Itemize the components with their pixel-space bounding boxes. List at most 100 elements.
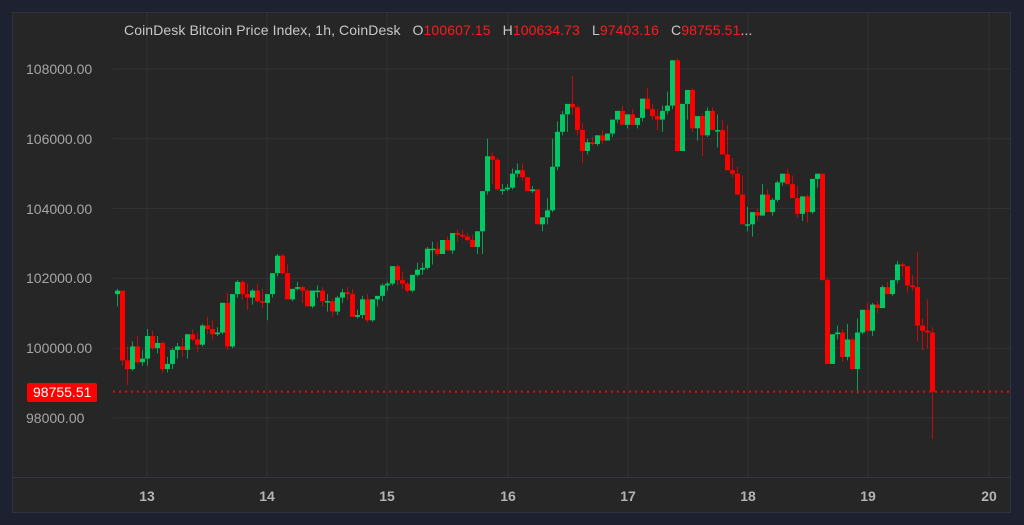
high-label: H (502, 22, 513, 38)
candle-down (470, 240, 475, 247)
candle-up (200, 325, 205, 345)
candle-down (350, 294, 355, 317)
candle-down (785, 173, 790, 185)
candle-up (775, 182, 780, 200)
candle-up (530, 189, 535, 192)
candle-down (875, 304, 880, 309)
candle-down (740, 194, 745, 225)
candle-up (745, 224, 750, 226)
low-value: 97403.16 (599, 22, 660, 38)
candle-up (680, 103, 685, 152)
candle-up (540, 217, 545, 225)
candle-down (730, 170, 735, 174)
candle-down (790, 184, 795, 199)
candle-down (805, 196, 810, 213)
y-tick-100000: 100000.00 (26, 340, 93, 356)
candle-up (770, 199, 775, 213)
y-tick-102000: 102000.00 (26, 270, 93, 286)
candle-up (310, 290, 315, 307)
candle-up (170, 349, 175, 364)
candle-up (640, 98, 645, 118)
x-tick-20: 20 (981, 488, 997, 504)
candle-down (755, 212, 760, 216)
candle-up (780, 173, 785, 183)
candle-up (360, 299, 365, 316)
candle-up (760, 194, 765, 216)
candle-up (505, 187, 510, 190)
candle-down (245, 294, 250, 298)
candle-down (465, 236, 470, 241)
candle-up (425, 248, 430, 268)
candle-down (570, 103, 575, 108)
x-tick-18: 18 (740, 488, 756, 504)
candle-down (225, 302, 230, 347)
legend-ellipsis: ... (740, 22, 753, 38)
high-value: 100634.73 (512, 22, 580, 38)
candle-down (650, 109, 655, 117)
candle-down (525, 177, 530, 192)
candle-down (865, 309, 870, 331)
candle-up (450, 233, 455, 251)
candle-up (185, 334, 190, 350)
low-label: L (591, 22, 600, 38)
candle-up (475, 231, 480, 247)
candle-up (870, 304, 875, 331)
candle-up (695, 116, 700, 129)
candle-up (635, 117, 640, 125)
candle-up (715, 130, 720, 132)
candle-up (335, 297, 340, 312)
candle-down (280, 255, 285, 274)
last-price-label: 98755.51 (27, 383, 98, 402)
candle-up (835, 332, 840, 335)
candle-up (420, 267, 425, 270)
candle-down (930, 332, 935, 392)
candle-up (545, 210, 550, 218)
candle-up (270, 273, 275, 295)
candle-down (210, 329, 215, 335)
candle-down (320, 290, 325, 302)
candle-down (300, 287, 305, 291)
x-tick-19: 19 (860, 488, 876, 504)
candle-up (855, 332, 860, 370)
candle-up (515, 170, 520, 174)
candle-up (355, 315, 360, 317)
candle-down (195, 339, 200, 345)
series-title: CoinDesk Bitcoin Price Index, 1h, CoinDe… (124, 22, 401, 38)
candle-up (610, 119, 615, 134)
candle-up (340, 292, 345, 298)
candle-up (665, 105, 670, 111)
chart-legend: CoinDesk Bitcoin Price Index, 1h, CoinDe… (124, 22, 752, 38)
candle-down (655, 116, 660, 120)
candle-down (240, 281, 245, 295)
candle-down (795, 198, 800, 214)
candle-up (890, 280, 895, 295)
candle-up (325, 301, 330, 303)
candle-down (260, 301, 265, 303)
candle-up (625, 114, 630, 125)
candle-down (490, 156, 495, 160)
candle-up (380, 285, 385, 296)
candle-down (365, 299, 370, 321)
close-value: 98755.51 (681, 22, 741, 38)
candle-up (845, 339, 850, 357)
price-axis[interactable]: 108000.00 106000.00 104000.00 102000.00 … (12, 12, 112, 478)
candle-down (495, 159, 500, 190)
candle-down (400, 280, 405, 284)
candle-down (160, 342, 165, 370)
candle-up (410, 274, 415, 291)
time-axis-border (12, 477, 1011, 478)
candle-down (600, 135, 605, 141)
candle-down (575, 107, 580, 131)
candle-down (735, 173, 740, 195)
candle-down (255, 290, 260, 302)
candle-up (275, 255, 280, 274)
candle-up (130, 346, 135, 370)
candle-up (480, 191, 485, 232)
candle-down (330, 301, 335, 312)
candle-down (900, 264, 905, 267)
y-tick-106000: 106000.00 (26, 131, 93, 147)
chart-panel (12, 12, 1011, 513)
candle-up (500, 189, 505, 191)
candle-up (175, 346, 180, 350)
